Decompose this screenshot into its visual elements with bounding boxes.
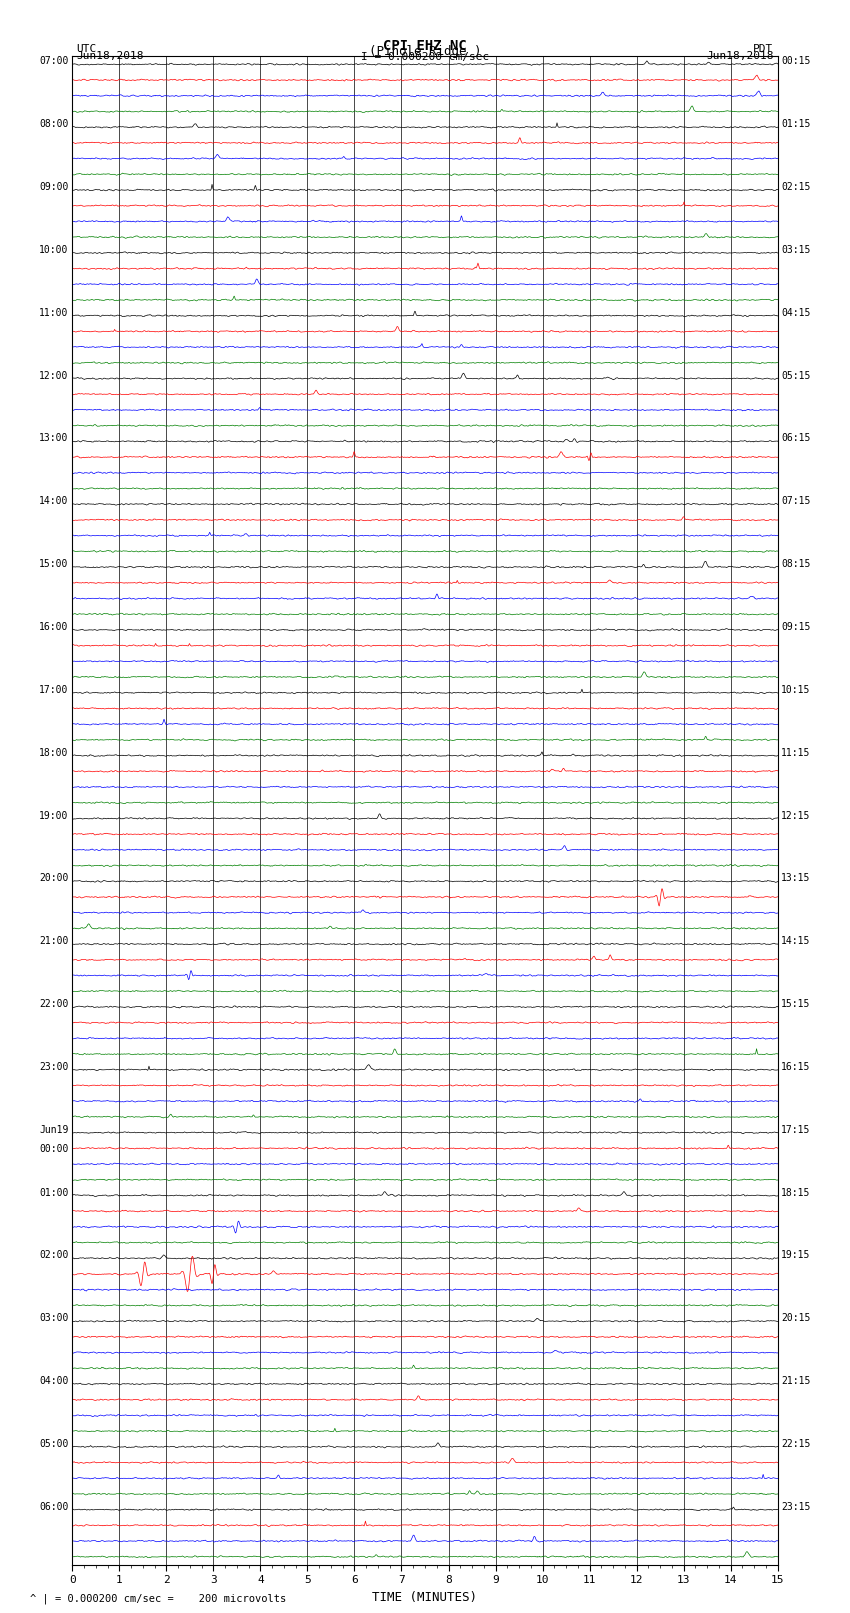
Text: CPI EHZ NC: CPI EHZ NC: [383, 39, 467, 53]
Text: Jun18,2018: Jun18,2018: [76, 50, 144, 61]
Text: Jun18,2018: Jun18,2018: [706, 50, 774, 61]
Text: UTC: UTC: [76, 44, 97, 55]
Text: 11:15: 11:15: [781, 748, 811, 758]
Text: 07:00: 07:00: [39, 56, 69, 66]
Text: 06:15: 06:15: [781, 434, 811, 444]
Text: 12:15: 12:15: [781, 811, 811, 821]
Text: 19:00: 19:00: [39, 811, 69, 821]
Text: 00:15: 00:15: [781, 56, 811, 66]
Text: 08:15: 08:15: [781, 560, 811, 569]
Text: 14:00: 14:00: [39, 497, 69, 506]
Text: 07:15: 07:15: [781, 497, 811, 506]
Text: 15:15: 15:15: [781, 998, 811, 1010]
Text: 13:15: 13:15: [781, 873, 811, 884]
Text: 23:15: 23:15: [781, 1502, 811, 1511]
Text: 02:00: 02:00: [39, 1250, 69, 1260]
Text: 18:00: 18:00: [39, 748, 69, 758]
Text: 21:00: 21:00: [39, 936, 69, 947]
Text: 10:00: 10:00: [39, 245, 69, 255]
Text: 15:00: 15:00: [39, 560, 69, 569]
Text: 01:15: 01:15: [781, 119, 811, 129]
Text: (Pinole Ridge ): (Pinole Ridge ): [369, 45, 481, 58]
Text: 02:15: 02:15: [781, 182, 811, 192]
Text: 03:15: 03:15: [781, 245, 811, 255]
X-axis label: TIME (MINUTES): TIME (MINUTES): [372, 1590, 478, 1603]
Text: 20:00: 20:00: [39, 873, 69, 884]
Text: 12:00: 12:00: [39, 371, 69, 381]
Text: 09:15: 09:15: [781, 623, 811, 632]
Text: 14:15: 14:15: [781, 936, 811, 947]
Text: 13:00: 13:00: [39, 434, 69, 444]
Text: 05:15: 05:15: [781, 371, 811, 381]
Text: 04:15: 04:15: [781, 308, 811, 318]
Text: 17:15: 17:15: [781, 1124, 811, 1134]
Text: 20:15: 20:15: [781, 1313, 811, 1323]
Text: 21:15: 21:15: [781, 1376, 811, 1386]
Text: PDT: PDT: [753, 44, 774, 55]
Text: 22:00: 22:00: [39, 998, 69, 1010]
Text: 11:00: 11:00: [39, 308, 69, 318]
Text: 09:00: 09:00: [39, 182, 69, 192]
Text: 08:00: 08:00: [39, 119, 69, 129]
Text: 03:00: 03:00: [39, 1313, 69, 1323]
Text: 05:00: 05:00: [39, 1439, 69, 1448]
Text: 00:00: 00:00: [39, 1144, 69, 1153]
Text: 04:00: 04:00: [39, 1376, 69, 1386]
Text: 17:00: 17:00: [39, 686, 69, 695]
Text: ^ | = 0.000200 cm/sec =    200 microvolts: ^ | = 0.000200 cm/sec = 200 microvolts: [30, 1594, 286, 1603]
Text: 22:15: 22:15: [781, 1439, 811, 1448]
Text: 10:15: 10:15: [781, 686, 811, 695]
Text: 16:00: 16:00: [39, 623, 69, 632]
Text: 16:15: 16:15: [781, 1061, 811, 1073]
Text: 18:15: 18:15: [781, 1187, 811, 1197]
Text: 23:00: 23:00: [39, 1061, 69, 1073]
Text: 01:00: 01:00: [39, 1187, 69, 1197]
Text: 19:15: 19:15: [781, 1250, 811, 1260]
Text: I = 0.000200 cm/sec: I = 0.000200 cm/sec: [361, 52, 489, 61]
Text: 06:00: 06:00: [39, 1502, 69, 1511]
Text: Jun19: Jun19: [39, 1124, 69, 1134]
